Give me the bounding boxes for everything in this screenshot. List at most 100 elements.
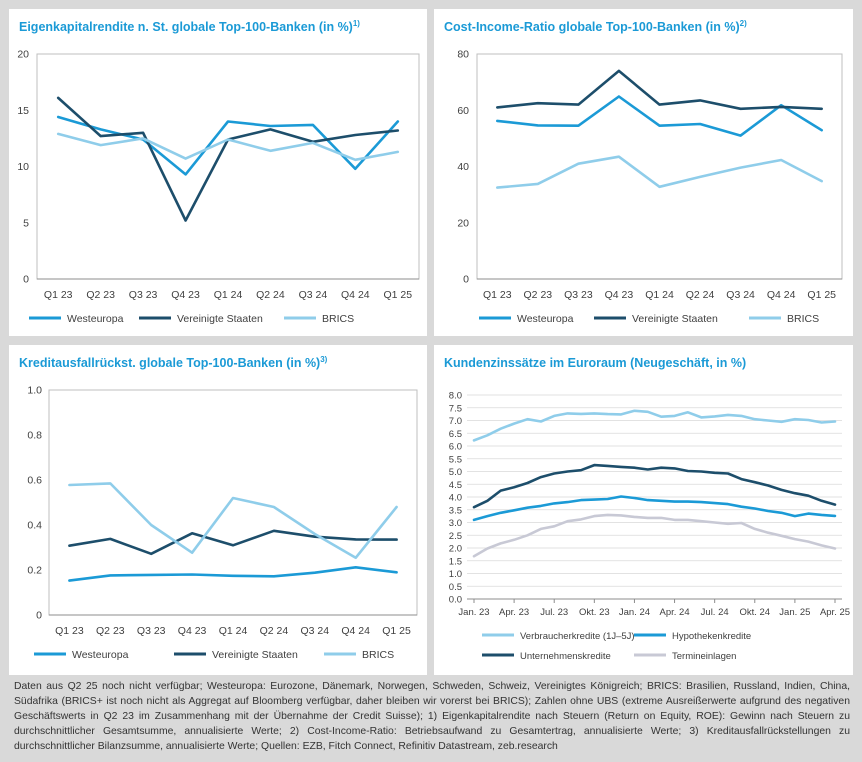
x-tick-label: Q3 23 bbox=[129, 289, 158, 301]
y-tick-label: 6.0 bbox=[449, 442, 462, 453]
chart-title: Cost-Income-Ratio globale Top-100-Banken… bbox=[444, 19, 747, 35]
series-line bbox=[68, 482, 398, 560]
x-tick-label: Q4 23 bbox=[178, 625, 207, 637]
series-line bbox=[56, 115, 400, 176]
x-tick-label: Okt. 24 bbox=[739, 607, 770, 618]
x-tick-label: Q4 23 bbox=[605, 289, 634, 301]
x-tick-label: Apr. 23 bbox=[499, 607, 529, 618]
x-tick-label: Q1 25 bbox=[807, 289, 836, 301]
x-tick-label: Q1 24 bbox=[645, 289, 674, 301]
plot-frame bbox=[48, 389, 418, 616]
cir-chart: 0 20 40 60 80 Q1 23 Q2 23 Q3 23 Q4 23 Q1 24 Q2 24 Q… bbox=[457, 49, 843, 325]
y-tick-label: 4.5 bbox=[449, 480, 462, 491]
y-tick-label: 0 bbox=[463, 274, 469, 286]
legend-item: Unternehmenskredite bbox=[482, 651, 611, 662]
legend-label: Westeuropa bbox=[517, 313, 574, 325]
plot-frame bbox=[36, 53, 420, 280]
y-tick-label: 3.5 bbox=[449, 505, 462, 516]
y-tick-label: 0.6 bbox=[27, 475, 42, 487]
x-tick-label: Q3 24 bbox=[300, 625, 329, 637]
series-line bbox=[495, 155, 824, 189]
y-tick-label: 0.2 bbox=[27, 565, 42, 577]
legend-item: Verbraucherkredite (1J–5J) bbox=[482, 631, 635, 642]
x-tick-label: Q4 23 bbox=[171, 289, 200, 301]
legend-item: BRICS bbox=[284, 313, 354, 325]
x-tick-label: Q2 24 bbox=[686, 289, 715, 301]
y-tick-label: 40 bbox=[457, 161, 469, 173]
x-tick-label: Jan. 24 bbox=[619, 607, 650, 618]
legend-label: Hypothekenkredite bbox=[672, 631, 751, 642]
y-tick-label: 5.0 bbox=[449, 467, 462, 478]
y-tick-label: 0 bbox=[23, 274, 29, 286]
chart-panel-cir: Cost-Income-Ratio globale Top-100-Banken… bbox=[434, 9, 853, 336]
x-tick-label: Q3 23 bbox=[137, 625, 166, 637]
legend-label: Vereinigte Staaten bbox=[177, 313, 263, 325]
series-line bbox=[56, 132, 400, 162]
y-tick-label: 15 bbox=[17, 105, 29, 117]
x-tick-label: Q1 24 bbox=[214, 289, 243, 301]
legend-item: Westeuropa bbox=[29, 313, 124, 325]
chart-panel-interest-rates: Kundenzinssätze im Euroraum (Neugeschäft… bbox=[434, 345, 853, 675]
legend-label: BRICS bbox=[322, 313, 354, 325]
x-tick-label: Q2 24 bbox=[256, 289, 285, 301]
x-tick-label: Q3 23 bbox=[564, 289, 593, 301]
x-tick-label: Q4 24 bbox=[767, 289, 796, 301]
series-line bbox=[495, 69, 824, 111]
x-tick-label: Jul. 23 bbox=[540, 607, 568, 618]
series-line bbox=[472, 463, 837, 509]
legend-label: Westeuropa bbox=[72, 649, 129, 661]
series-line bbox=[68, 529, 398, 556]
y-tick-label: 0 bbox=[36, 610, 42, 622]
x-tick-label: Q2 23 bbox=[96, 625, 125, 637]
x-tick-label: Q2 23 bbox=[86, 289, 115, 301]
series-line bbox=[472, 409, 837, 442]
y-tick-label: 60 bbox=[457, 105, 469, 117]
legend-label: Vereinigte Staaten bbox=[212, 649, 298, 661]
y-tick-label: 5 bbox=[23, 217, 29, 229]
legend-item: BRICS bbox=[749, 313, 819, 325]
y-tick-label: 1.0 bbox=[27, 385, 42, 397]
legend-item: Westeuropa bbox=[479, 313, 574, 325]
roe-chart: 0 5 10 15 20 Q1 23 Q2 23 Q3 23 Q4 23 Q1 24 Q2 24 Q3… bbox=[17, 49, 420, 325]
legend-item: Vereinigte Staaten bbox=[174, 649, 298, 661]
chart-panel-loan-loss: Kreditausfallrückst. globale Top-100-Ban… bbox=[9, 345, 427, 675]
legend-item: Hypothekenkredite bbox=[634, 631, 751, 642]
x-tick-label: Okt. 23 bbox=[579, 607, 610, 618]
y-tick-label: 7.0 bbox=[449, 416, 462, 427]
x-tick-label: Jan. 23 bbox=[458, 607, 489, 618]
y-tick-label: 2.5 bbox=[449, 531, 462, 542]
y-tick-label: 10 bbox=[17, 161, 29, 173]
y-tick-label: 5.5 bbox=[449, 454, 462, 465]
y-tick-label: 0.8 bbox=[27, 430, 42, 442]
y-tick-label: 4.0 bbox=[449, 493, 462, 504]
x-tick-label: Q1 25 bbox=[382, 625, 411, 637]
x-tick-label: Q1 25 bbox=[383, 289, 412, 301]
legend-label: Unternehmenskredite bbox=[520, 651, 611, 662]
x-tick-label: Q4 24 bbox=[341, 625, 370, 637]
legend-label: Verbraucherkredite (1J–5J) bbox=[520, 631, 635, 642]
series-line bbox=[472, 495, 837, 522]
legend-item: Vereinigte Staaten bbox=[594, 313, 718, 325]
y-tick-label: 1.5 bbox=[449, 556, 462, 567]
y-tick-label: 0.0 bbox=[449, 595, 462, 606]
y-tick-label: 7.5 bbox=[449, 403, 462, 414]
plot-frame bbox=[476, 53, 843, 280]
x-tick-label: Q3 24 bbox=[726, 289, 755, 301]
legend-item: Termineinlagen bbox=[634, 651, 736, 662]
legend-label: Vereinigte Staaten bbox=[632, 313, 718, 325]
legend-label: Termineinlagen bbox=[672, 651, 736, 662]
y-tick-label: 20 bbox=[17, 49, 29, 61]
x-tick-label: Q1 23 bbox=[483, 289, 512, 301]
loan-loss-chart: 0 0.2 0.4 0.6 0.8 1.0 Q1 23 Q2 23 Q3 23 Q4 23 Q1 2… bbox=[27, 385, 418, 661]
series-line bbox=[495, 95, 824, 137]
x-tick-label: Apr. 24 bbox=[660, 607, 690, 618]
chart-title: Kundenzinssätze im Euroraum (Neugeschäft… bbox=[444, 356, 747, 371]
legend-label: Westeuropa bbox=[67, 313, 124, 325]
y-tick-label: 2.0 bbox=[449, 544, 462, 555]
y-tick-label: 0.4 bbox=[27, 520, 42, 532]
series-line bbox=[68, 566, 398, 582]
footnote: Daten aus Q2 25 noch nicht verfügbar; We… bbox=[14, 681, 850, 752]
x-tick-label: Apr. 25 bbox=[820, 607, 850, 618]
chart-panel-roe: Eigenkapitalrendite n. St. globale Top-1… bbox=[9, 9, 427, 336]
y-tick-label: 8.0 bbox=[449, 391, 462, 402]
